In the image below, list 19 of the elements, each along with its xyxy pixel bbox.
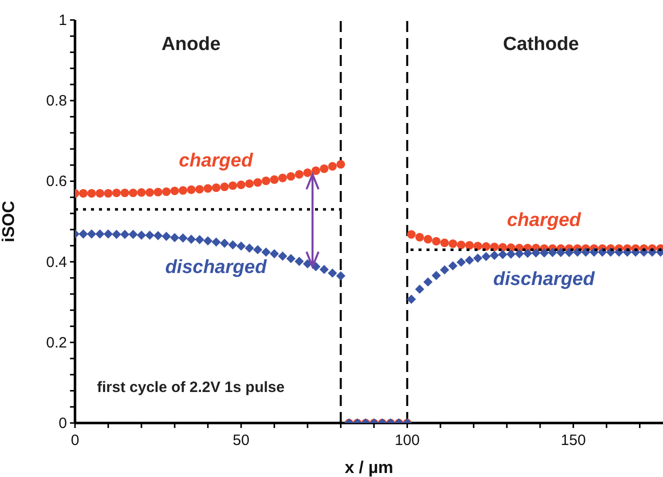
series-label: discharged <box>165 256 267 278</box>
y-tick-label: 0.4 <box>46 254 67 271</box>
y-axis-title: iSOC <box>0 200 18 242</box>
annotation: Cathode <box>503 34 579 55</box>
annotation: Anode <box>161 34 221 55</box>
y-tick-label: 0.8 <box>46 92 67 110</box>
series-label: discharged <box>493 268 596 290</box>
x-tick-label: 150 <box>560 432 586 449</box>
y-tick-label: 0.6 <box>46 173 67 190</box>
series-label: charged <box>506 210 582 232</box>
y-tick-label: 0 <box>58 415 67 432</box>
y-tick-label: 1 <box>58 12 67 29</box>
x-axis-title: x / µm <box>344 458 394 477</box>
x-tick-label: 0 <box>70 432 80 449</box>
series-label: charged <box>178 150 254 172</box>
y-tick-label: 0.2 <box>46 334 67 352</box>
x-tick-label: 100 <box>394 432 420 449</box>
annotation: first cycle of 2.2V 1s pulse <box>97 379 285 396</box>
x-tick-label: 50 <box>232 432 250 449</box>
